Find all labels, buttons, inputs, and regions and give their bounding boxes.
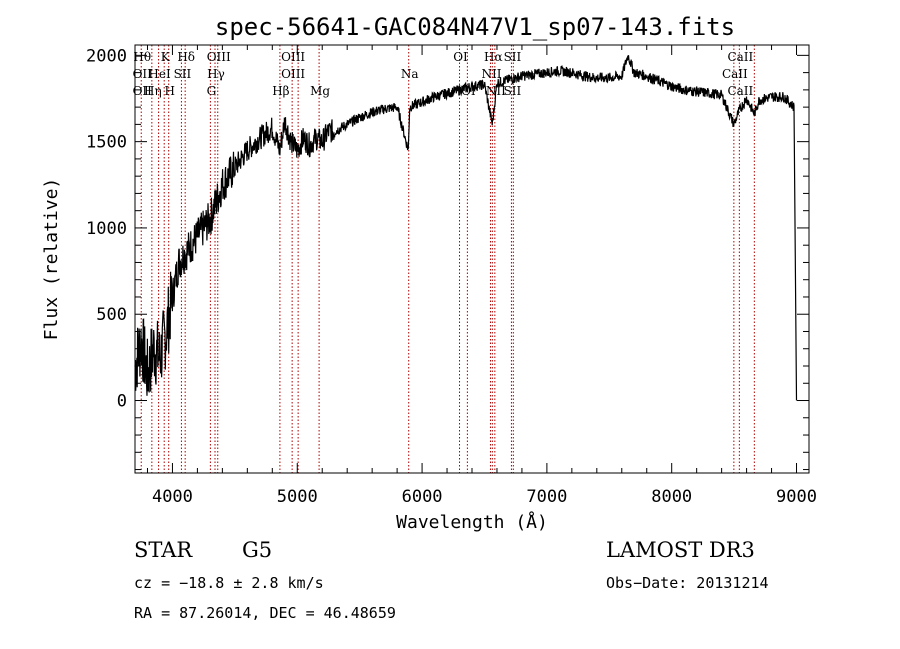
line-marker-label: SII — [504, 84, 522, 98]
x-axis-ticks: 4000 5000 6000 7000 8000 9000 — [146, 45, 817, 507]
line-marker-label: OI — [453, 50, 468, 64]
observation-date: Obs−Date: 20131214 — [606, 574, 769, 592]
line-marker-label: Na — [401, 67, 419, 81]
x-tick-label: 7000 — [526, 487, 567, 507]
line-marker-labels: HθOIIOIIHηHeIKHSIIHδGHγOIIIHβOIIIOIIIMgN… — [133, 50, 754, 98]
line-marker-label: HeI — [148, 67, 171, 81]
x-tick-label: 9000 — [776, 487, 817, 507]
x-tick-label: 6000 — [402, 487, 443, 507]
line-marker-label: CaII — [727, 50, 753, 64]
y-tick-label: 0 — [117, 392, 127, 412]
line-marker-label: OIII — [281, 50, 305, 64]
line-marker-label: OIII — [207, 50, 231, 64]
line-marker-label: NII — [481, 67, 501, 81]
line-marker-label: Hθ — [133, 50, 151, 64]
line-marker-label: OII — [133, 84, 153, 98]
line-marker-label: Mg — [310, 84, 330, 98]
x-tick-label: 4000 — [152, 487, 193, 507]
x-tick-label: 8000 — [651, 487, 692, 507]
line-marker-label: Hα — [484, 50, 503, 64]
line-marker-label: K — [161, 50, 171, 64]
line-marker-label: OIII — [281, 67, 305, 81]
y-axis-ticks: 0 500 1000 1500 2000 — [86, 46, 809, 471]
line-marker-label: G — [207, 84, 217, 98]
y-axis-label: Flux (relative) — [41, 178, 62, 341]
plot-frame — [134, 44, 810, 474]
line-marker-label: Hβ — [272, 84, 289, 98]
line-marker-label: SII — [504, 50, 522, 64]
line-marker-label: CaII — [722, 67, 748, 81]
redshift-cz: cz = −18.8 ± 2.8 km/s — [134, 574, 324, 592]
line-marker-label: SII — [174, 67, 192, 81]
line-marker-label: Hδ — [177, 50, 195, 64]
ra-dec-coordinates: RA = 87.26014, DEC = 46.48659 — [134, 604, 396, 622]
y-tick-label: 1500 — [86, 133, 127, 153]
line-marker-label: OII — [133, 67, 153, 81]
spectrum-line — [134, 55, 798, 401]
line-marker-label: Hγ — [207, 67, 225, 81]
chart-title: spec-56641-GAC084N47V1_sp07-143.fits — [215, 13, 735, 41]
y-tick-label: 2000 — [86, 46, 127, 66]
x-tick-label: 5000 — [277, 487, 318, 507]
line-markers — [140, 45, 755, 473]
object-class: STAR — [134, 538, 193, 562]
y-tick-label: 500 — [96, 305, 127, 325]
line-marker-label: CaII — [727, 84, 753, 98]
y-tick-label: 1000 — [86, 219, 127, 239]
line-marker-label: H — [164, 84, 174, 98]
object-subclass: G5 — [242, 538, 273, 562]
x-axis-label: Wavelength (Å) — [396, 511, 548, 533]
line-marker-label: Hη — [144, 84, 162, 98]
survey-name: LAMOST DR3 — [606, 538, 755, 562]
